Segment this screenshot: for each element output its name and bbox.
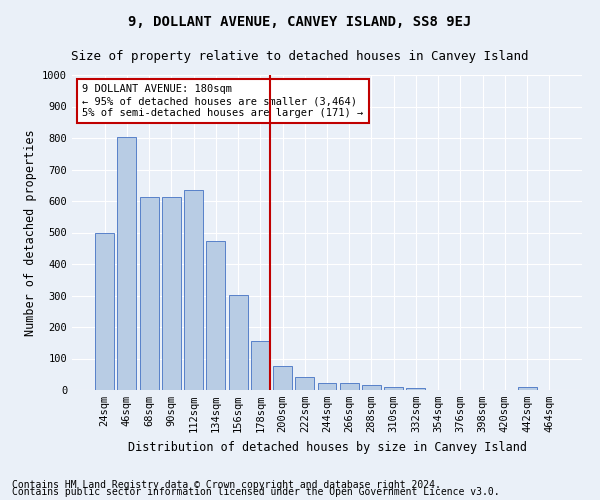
Bar xyxy=(384,387,403,390)
Bar xyxy=(162,196,181,390)
Bar xyxy=(95,234,114,390)
X-axis label: Distribution of detached houses by size in Canvey Island: Distribution of detached houses by size … xyxy=(128,440,527,454)
Bar xyxy=(229,294,248,390)
Bar xyxy=(273,366,292,390)
Text: Size of property relative to detached houses in Canvey Island: Size of property relative to detached ho… xyxy=(71,50,529,63)
Bar xyxy=(184,190,203,390)
Text: 9 DOLLANT AVENUE: 180sqm
← 95% of detached houses are smaller (3,464)
5% of semi: 9 DOLLANT AVENUE: 180sqm ← 95% of detach… xyxy=(82,84,364,117)
Text: Contains HM Land Registry data © Crown copyright and database right 2024.: Contains HM Land Registry data © Crown c… xyxy=(12,480,441,490)
Bar xyxy=(340,383,359,390)
Text: 9, DOLLANT AVENUE, CANVEY ISLAND, SS8 9EJ: 9, DOLLANT AVENUE, CANVEY ISLAND, SS8 9E… xyxy=(128,15,472,29)
Bar xyxy=(518,387,536,390)
Y-axis label: Number of detached properties: Number of detached properties xyxy=(23,129,37,336)
Bar xyxy=(295,378,314,390)
Text: Contains public sector information licensed under the Open Government Licence v3: Contains public sector information licen… xyxy=(12,487,500,497)
Bar xyxy=(406,388,425,390)
Bar xyxy=(317,383,337,390)
Bar xyxy=(251,340,270,390)
Bar xyxy=(206,241,225,390)
Bar xyxy=(140,196,158,390)
Bar xyxy=(362,386,381,390)
Bar xyxy=(118,137,136,390)
